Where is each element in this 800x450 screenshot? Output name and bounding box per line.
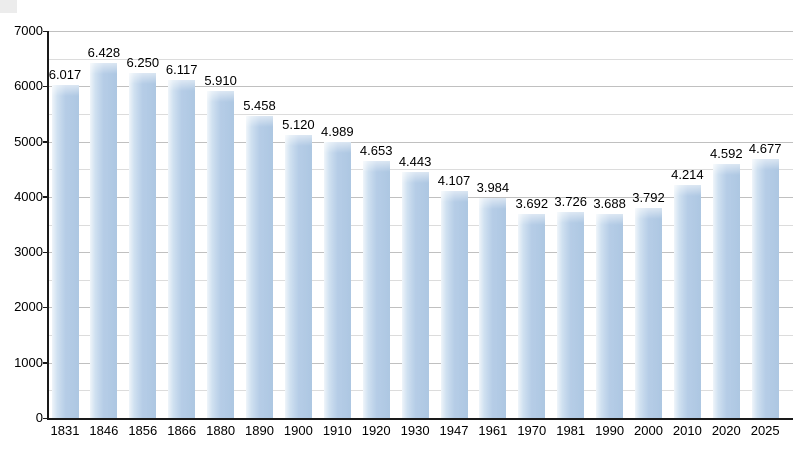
gridline-major: [49, 31, 793, 32]
bar-1890: [246, 116, 273, 418]
x-axis-tick-label: 2020: [711, 423, 741, 438]
bar-value-label: 6.017: [48, 67, 82, 83]
x-axis-tick-label: 1961: [478, 423, 508, 438]
bar-value-label: 4.107: [437, 172, 471, 188]
bar-value-label: 4.677: [748, 141, 782, 157]
x-axis-tick-label: 1900: [283, 423, 313, 438]
x-axis-tick-label: 1930: [400, 423, 430, 438]
bar-value-label: 3.726: [554, 194, 587, 209]
x-axis-tick-label: 1890: [245, 423, 274, 438]
bar-2010: [673, 185, 701, 418]
y-axis-tick: [43, 30, 48, 32]
y-axis-tick-label: 5000: [14, 133, 43, 149]
bar-value-label: 6.428: [87, 44, 121, 60]
bar-value-label: 3.792: [632, 190, 665, 206]
y-axis-tick-label: 1000: [14, 354, 43, 370]
y-axis-tick: [43, 85, 48, 88]
x-axis-tick-label: 1846: [89, 423, 119, 438]
x-axis-tick-label: 1856: [128, 423, 158, 438]
gridline-major: [49, 141, 793, 143]
gridline-major: [49, 86, 793, 88]
bar-value-label: 4.989: [321, 124, 354, 140]
bar-value-label: 4.653: [359, 142, 393, 158]
x-axis-line: [47, 418, 793, 420]
bar-1961: [479, 197, 507, 418]
y-axis-tick: [43, 306, 48, 309]
bar-value-label: 4.214: [671, 167, 704, 182]
y-axis-tick: [43, 141, 48, 143]
x-axis-tick-label: 1990: [595, 423, 625, 438]
x-axis-tick-label: 1981: [556, 423, 586, 438]
y-axis-line: [47, 31, 49, 419]
screenshot-corner-artifact: [0, 0, 17, 13]
y-axis-tick-label: 2000: [14, 299, 43, 315]
bar-value-label: 3.692: [515, 195, 549, 211]
y-axis-tick: [43, 362, 48, 364]
bar-1947: [440, 190, 468, 418]
bar-value-label: 3.984: [476, 179, 510, 195]
bar-value-label: 5.120: [282, 116, 315, 132]
bar-value-label: 4.443: [398, 154, 432, 170]
bar-1920: [362, 160, 390, 418]
bar-value-label: 6.117: [165, 61, 198, 77]
bar-1981: [557, 212, 585, 418]
bar-1930: [401, 172, 429, 418]
bar-1900: [284, 134, 312, 418]
x-axis-tick-label: 1880: [206, 423, 236, 438]
bar-1880: [207, 91, 235, 418]
y-axis-tick: [43, 196, 48, 198]
bar-value-label: 3.688: [593, 196, 626, 212]
y-axis-tick-label: 6000: [14, 78, 43, 94]
bar-value-label: 4.592: [710, 146, 743, 162]
bar-value-label: 6.250: [126, 54, 160, 70]
bar-1856: [129, 72, 157, 418]
x-axis-tick-label: 1866: [167, 423, 197, 438]
bar-1990: [596, 214, 624, 418]
bar-2020: [712, 164, 740, 418]
y-axis-tick-label: 0: [35, 410, 43, 425]
x-axis-tick-label: 1831: [50, 423, 80, 438]
y-axis-tick: [43, 417, 48, 419]
x-axis-tick-label: 2000: [634, 423, 663, 438]
bar-2025: [751, 159, 779, 418]
bar-1910: [323, 142, 351, 418]
bar-2000: [635, 208, 662, 418]
gridline-minor: [49, 113, 793, 115]
x-axis-tick-label: 2010: [672, 423, 702, 438]
x-axis-tick-label: 1920: [361, 423, 391, 438]
bar-1866: [168, 79, 196, 418]
bar-1831: [51, 85, 79, 418]
bar-value-label: 5.458: [243, 98, 276, 114]
x-axis-tick-label: 1970: [517, 423, 547, 438]
bar-1970: [518, 213, 546, 418]
y-axis-tick-label: 7000: [14, 23, 43, 38]
y-axis-tick-label: 3000: [14, 244, 43, 260]
x-axis-tick-label: 1910: [322, 423, 352, 438]
bar-1846: [90, 62, 118, 418]
y-axis-tick-label: 4000: [14, 188, 43, 204]
x-axis-tick-label: 1947: [439, 423, 469, 438]
bar-value-label: 5.910: [204, 73, 237, 89]
y-axis-tick: [43, 251, 48, 254]
x-axis-tick-label: 2025: [750, 423, 780, 438]
